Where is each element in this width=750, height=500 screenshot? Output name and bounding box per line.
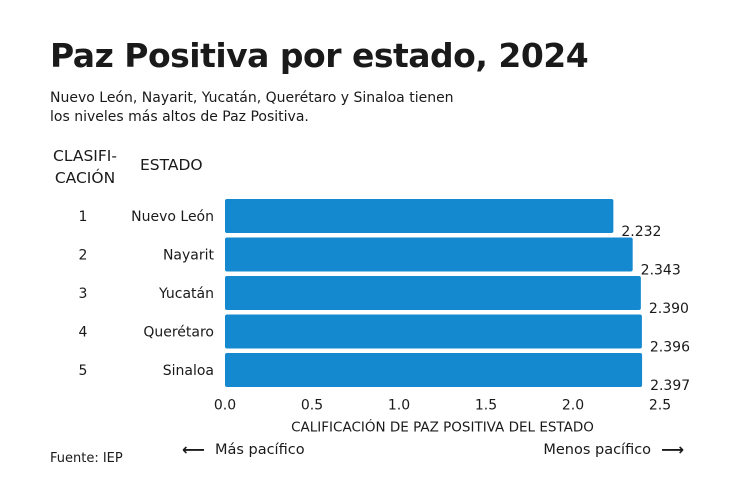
state-label: Sinaloa	[163, 363, 214, 379]
x-axis-label: CALIFICACIÓN DE PAZ POSITIVA DEL ESTADO	[291, 418, 594, 436]
state-label: Nayarit	[163, 248, 215, 264]
chart-title: Paz Positiva por estado, 2024	[50, 36, 589, 75]
rank-header-line-1: CLASIFI-	[53, 147, 117, 165]
arrow-right-icon: ⟶	[661, 440, 684, 459]
direction-left-label: Más pacífico	[214, 441, 305, 458]
rank-label: 5	[79, 363, 88, 379]
state-label: Yucatán	[158, 286, 214, 302]
x-tick-label: 0.0	[214, 398, 236, 414]
bar-3	[225, 276, 641, 310]
source-note: Fuente: IEP	[50, 451, 123, 466]
value-label: 2.396	[650, 340, 690, 356]
rank-column-header: CLASIFI- CACIÓN	[50, 145, 120, 190]
bar-2	[225, 237, 633, 272]
value-label: 2.343	[641, 263, 681, 279]
direction-less-peaceful: Menos pacífico ⟶	[543, 440, 684, 459]
state-label: Nuevo León	[131, 209, 214, 225]
bar-4	[225, 314, 642, 349]
rank-label: 3	[79, 286, 88, 302]
state-label: Querétaro	[143, 325, 214, 341]
x-tick-label: 0.5	[301, 398, 323, 414]
bar-1	[225, 199, 614, 233]
rank-header-line-2: CACIÓN	[54, 169, 116, 188]
arrow-left-icon: ⟵	[182, 440, 205, 459]
value-label: 2.397	[650, 378, 690, 394]
x-tick-label: 1.5	[475, 398, 497, 414]
value-label: 2.390	[649, 301, 689, 317]
x-tick-label: 2.5	[649, 398, 671, 414]
value-label: 2.232	[621, 224, 661, 240]
chart-subtitle: Nuevo León, Nayarit, Yucatán, Querétaro …	[50, 90, 454, 126]
direction-more-peaceful: ⟵ Más pacífico	[182, 440, 305, 459]
bar-5	[225, 353, 643, 387]
rank-label: 2	[79, 248, 88, 264]
rank-label: 4	[79, 325, 88, 341]
rank-label: 1	[79, 209, 88, 225]
x-tick-label: 1.0	[388, 398, 410, 414]
state-column-header: ESTADO	[140, 156, 203, 174]
direction-right-label: Menos pacífico	[543, 441, 652, 458]
x-tick-label: 2.0	[562, 398, 584, 414]
